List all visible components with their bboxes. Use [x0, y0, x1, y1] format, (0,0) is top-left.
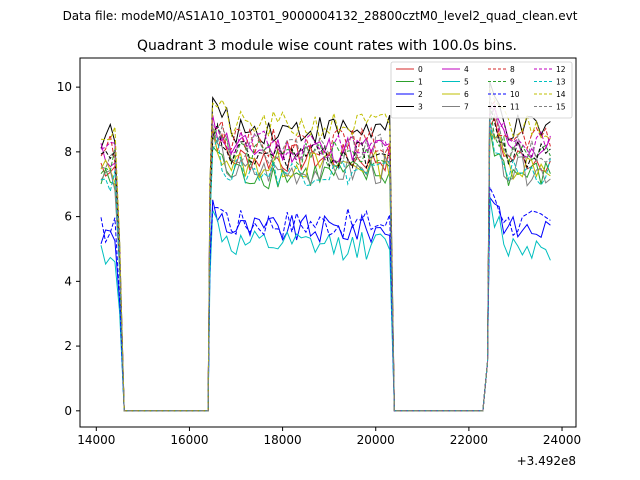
legend-label-10: 10: [510, 90, 520, 99]
x-tick-label: 14000: [77, 433, 115, 447]
y-axis: 0 2 4 6 8 10: [57, 80, 80, 418]
series-line-4: [100, 107, 551, 412]
series-line-1: [100, 128, 551, 412]
series-line-11: [100, 103, 551, 412]
legend-label-5: 5: [464, 78, 469, 87]
chart-title: Quadrant 3 module wise count rates with …: [137, 38, 517, 54]
series-line-12: [100, 104, 551, 412]
y-tick-label: 6: [64, 210, 72, 224]
x-tick-label: 20000: [357, 433, 395, 447]
axes-frame: [79, 57, 577, 428]
series-line-14: [100, 87, 551, 412]
legend-label-8: 8: [510, 65, 515, 74]
series-layer: [100, 81, 551, 412]
legend-label-0: 0: [418, 65, 423, 74]
legend-box: [390, 61, 573, 119]
legend-label-14: 14: [556, 90, 566, 99]
suptitle: Data file: modeM0/AS1A10_103T01_90000041…: [63, 9, 578, 23]
series-line-13: [100, 119, 551, 412]
plot-area: [100, 81, 551, 412]
y-tick-label: 0: [64, 404, 72, 418]
y-tick-label: 2: [64, 339, 72, 353]
series-line-15: [100, 95, 551, 412]
x-tick-label: 18000: [263, 433, 301, 447]
legend-label-6: 6: [464, 90, 469, 99]
legend-label-9: 9: [510, 78, 515, 87]
x-tick-label: 24000: [543, 433, 581, 447]
y-tick-label: 4: [64, 274, 72, 288]
legend-label-7: 7: [464, 103, 469, 112]
x-tick-label: 22000: [450, 433, 488, 447]
series-line-3: [100, 81, 551, 412]
series-line-7: [100, 122, 551, 412]
series-line-9: [100, 105, 551, 412]
series-line-0: [100, 116, 551, 412]
series-line-10: [100, 186, 551, 412]
legend-label-13: 13: [556, 78, 566, 87]
legend-label-4: 4: [464, 65, 469, 74]
legend-label-15: 15: [556, 103, 566, 112]
legend-label-2: 2: [418, 90, 423, 99]
legend-label-3: 3: [418, 103, 423, 112]
legend-label-1: 1: [418, 78, 423, 87]
series-line-6: [100, 127, 551, 412]
series-line-8: [100, 100, 551, 412]
series-line-5: [100, 197, 551, 412]
x-tick-label: 16000: [170, 433, 208, 447]
y-tick-label: 10: [57, 80, 72, 94]
x-axis: 14000 16000 18000 20000 22000 24000: [77, 427, 581, 447]
legend-label-12: 12: [556, 65, 566, 74]
y-tick-label: 8: [64, 145, 72, 159]
x-offset-label: +3.492e8: [517, 454, 576, 468]
series-line-2: [100, 195, 551, 412]
legend-label-11: 11: [510, 103, 520, 112]
